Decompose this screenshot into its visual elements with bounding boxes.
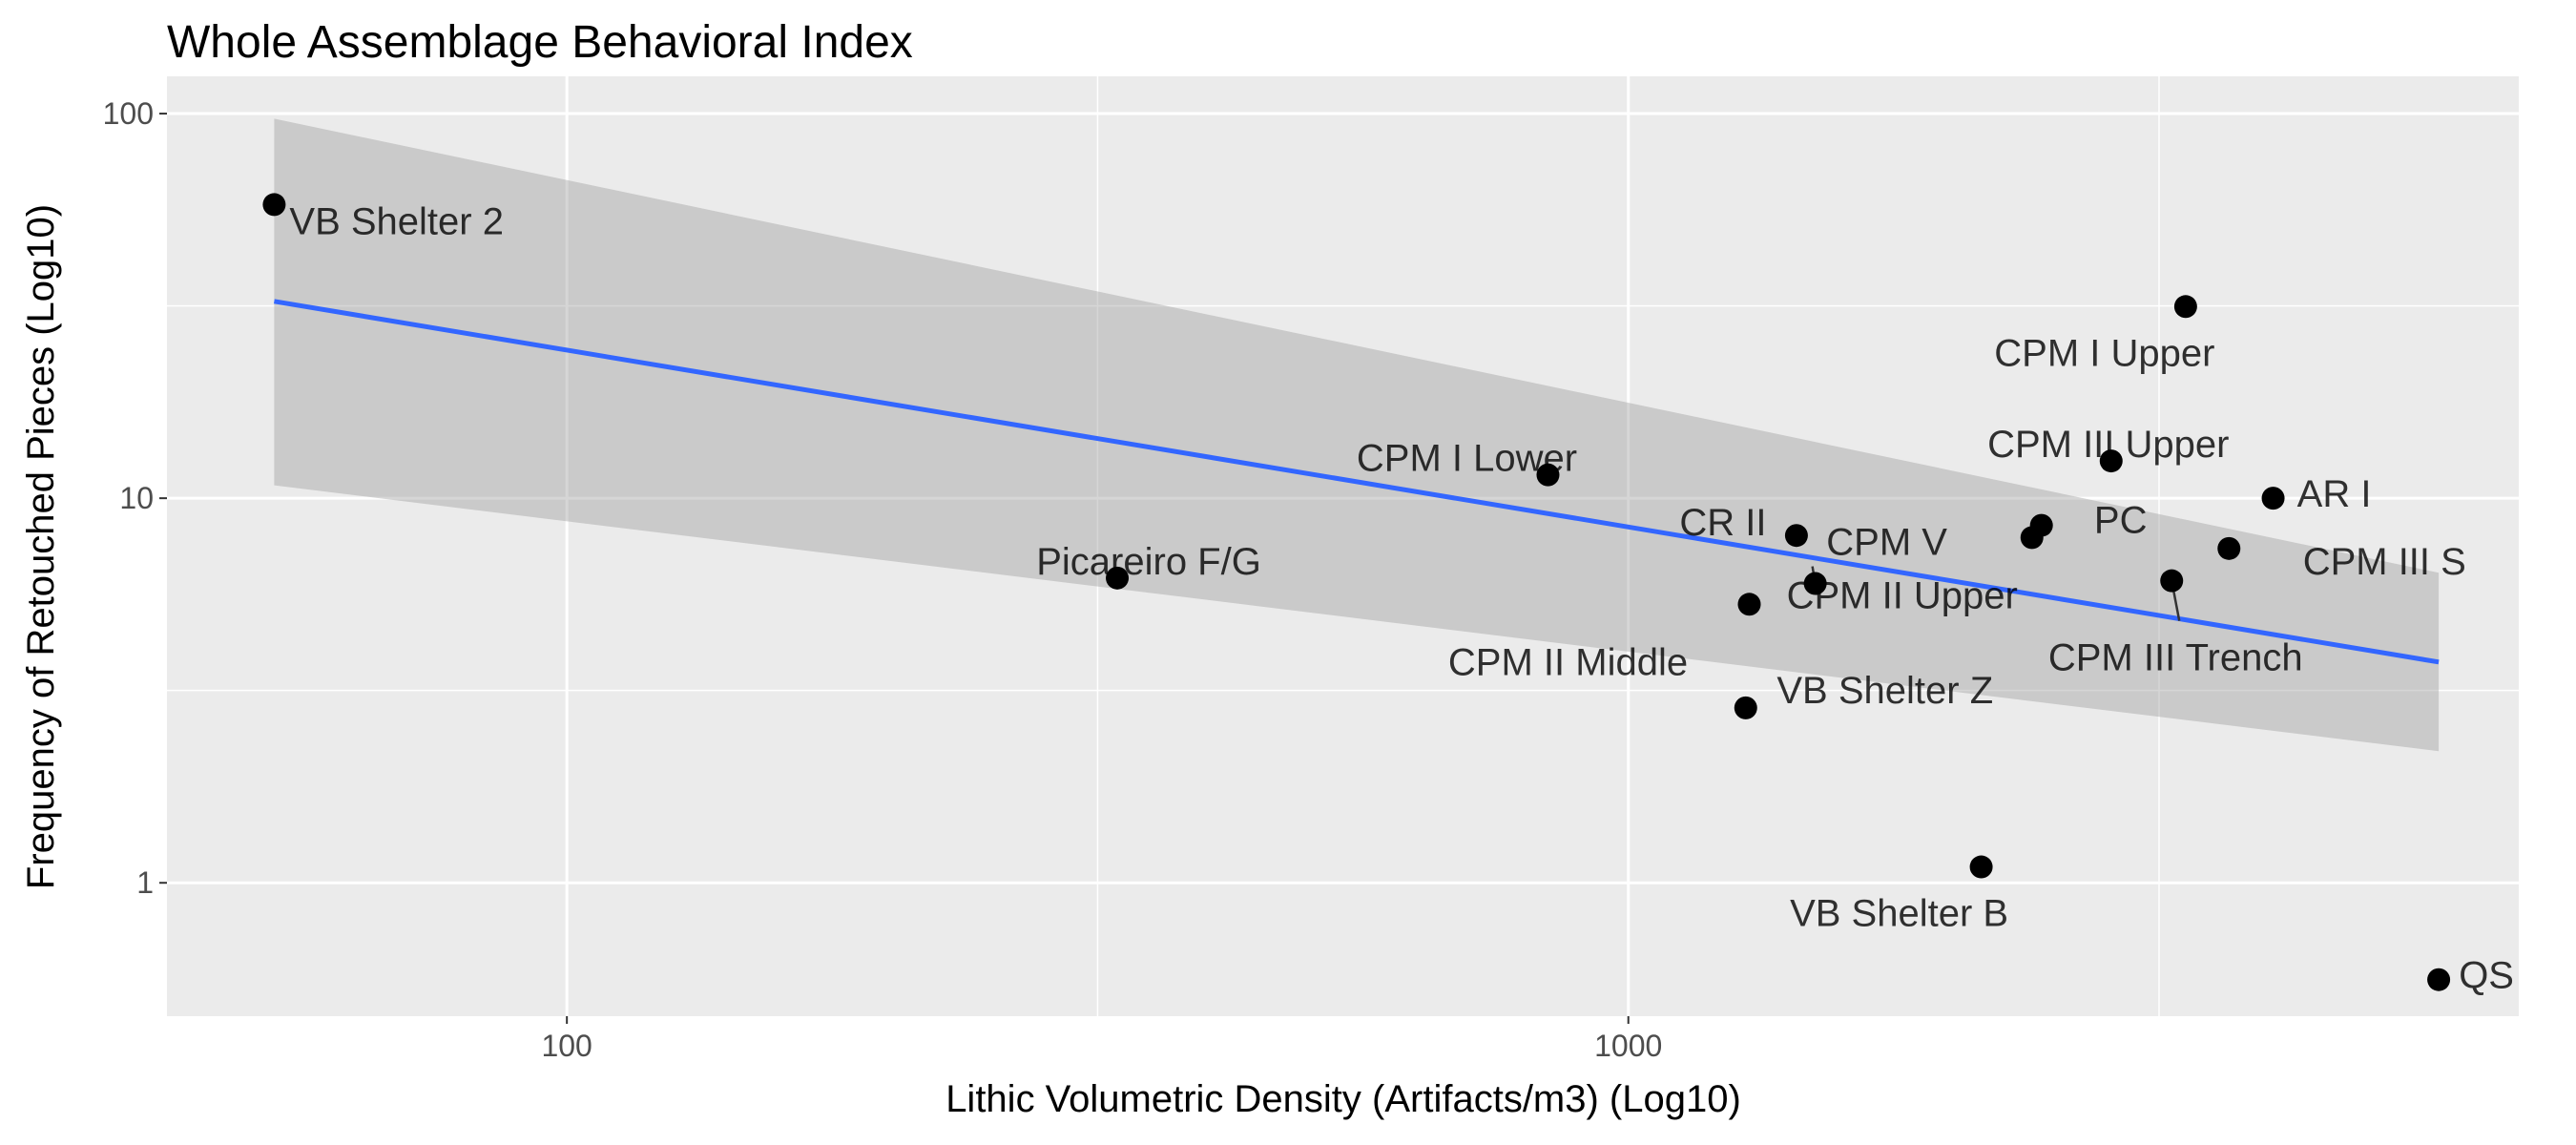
x-tick-label: 100 [541, 1029, 592, 1063]
point-label: VB Shelter Z [1776, 670, 1993, 712]
data-point [1803, 572, 1827, 595]
x-axis-ticks: 100 1000 [541, 1016, 1662, 1063]
data-point [1969, 855, 1993, 879]
minor-gridlines [167, 76, 2519, 1016]
point-label: QS [2459, 955, 2514, 997]
point-label: CPM III S [2303, 541, 2466, 583]
point-label: CPM III Upper [1987, 424, 2229, 466]
point-label: CR II [1679, 502, 1766, 544]
plot-panel [167, 76, 2519, 1016]
y-tick-label: 10 [119, 481, 154, 515]
point-labels: VB Shelter 2 Picareiro F/G CPM I Lower CPM … [289, 200, 2514, 996]
point-label: VB Shelter 2 [289, 200, 504, 242]
data-point [2217, 536, 2241, 560]
data-point [1737, 593, 1761, 616]
point-label: PC [2094, 500, 2148, 542]
y-tick-label: 1 [136, 865, 154, 900]
y-axis-title: Frequency of Retouched Pieces (Log10) [20, 204, 62, 889]
y-axis-ticks: 1 10 100 [103, 96, 167, 900]
data-point [1784, 524, 1808, 548]
point-label: VB Shelter B [1790, 893, 2008, 935]
data-point [1536, 463, 1560, 487]
confidence-band-layer [274, 118, 2440, 752]
point-label: Picareiro F/G [1036, 541, 1261, 583]
data-point [2160, 569, 2184, 593]
point-label: CPM II Middle [1448, 641, 1688, 683]
data-points [262, 193, 2451, 991]
x-tick-label: 1000 [1594, 1029, 1662, 1063]
point-label: CPM V [1826, 522, 1947, 564]
major-gridlines [167, 76, 2519, 1016]
x-axis-title: Lithic Volumetric Density (Artifacts/m3)… [945, 1078, 1741, 1120]
fit-line [273, 299, 2440, 665]
data-point [1734, 696, 1757, 719]
fit-line-layer [273, 299, 2440, 665]
data-point [2261, 487, 2285, 510]
data-point [2029, 513, 2053, 537]
data-point [2427, 968, 2451, 991]
point-label: CPM I Upper [1994, 332, 2214, 374]
point-label: CPM I Lower [1357, 438, 1577, 480]
y-tick-label: 100 [103, 96, 154, 131]
data-point [2173, 295, 2197, 319]
point-label: CPM II Upper [1787, 574, 2018, 616]
chart-title: Whole Assemblage Behavioral Index [167, 17, 913, 68]
data-point [262, 193, 286, 217]
point-label: CPM III Trench [2048, 637, 2303, 679]
data-point [2099, 449, 2123, 473]
confidence-band [274, 118, 2440, 752]
data-point [1106, 566, 1130, 590]
point-label: AR I [2297, 473, 2372, 515]
